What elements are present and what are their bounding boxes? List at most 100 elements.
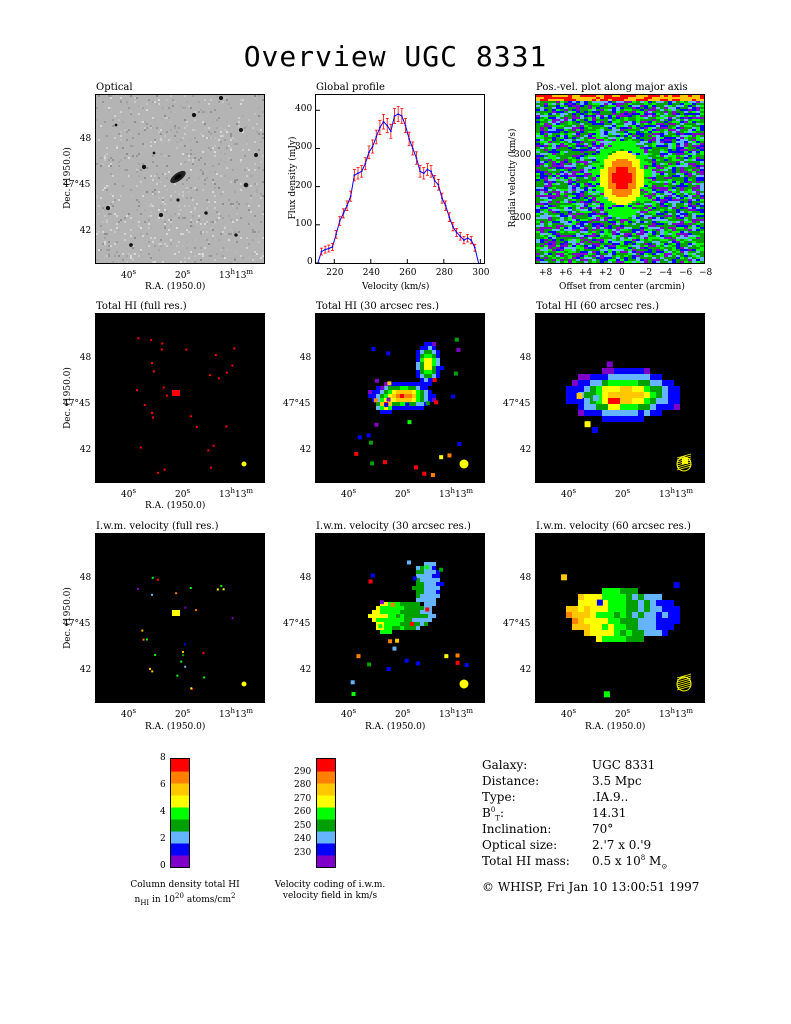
pv-pixel — [572, 163, 576, 165]
pv-pixel — [536, 245, 540, 247]
pv-pixel — [540, 225, 544, 227]
pv-pixel — [648, 219, 652, 221]
pv-pixel — [636, 253, 640, 255]
noise-pixel — [108, 205, 110, 207]
pv-pixel — [556, 169, 560, 171]
pv-pixel — [556, 217, 560, 219]
pv-pixel — [536, 131, 540, 133]
pv-pixel — [676, 247, 680, 249]
pv-pixel — [652, 251, 656, 253]
pv-pixel — [628, 201, 632, 203]
pv-pixel — [632, 121, 636, 123]
profile-point — [371, 145, 374, 148]
pv-pixel — [644, 163, 648, 165]
pv-pixel — [548, 197, 552, 199]
pv-pixel — [556, 241, 560, 243]
noise-pixel — [130, 175, 132, 177]
pv-pixel — [604, 181, 608, 183]
pv-pixel — [672, 117, 676, 119]
map-pixel — [207, 449, 210, 452]
pv-pixel — [608, 123, 612, 125]
noise-pixel — [148, 227, 150, 229]
noise-pixel — [140, 249, 142, 251]
pv-pixel — [548, 179, 552, 181]
noise-pixel — [228, 233, 230, 235]
pv-pixel — [684, 121, 688, 123]
pv-pixel — [556, 203, 560, 205]
map-pixel — [578, 374, 584, 380]
pv-pixel — [636, 199, 640, 201]
noise-pixel — [128, 175, 130, 177]
noise-pixel — [188, 155, 190, 157]
noise-pixel — [192, 95, 194, 97]
pv-pixel — [544, 131, 548, 133]
pv-pixel — [604, 259, 608, 261]
profile-point — [364, 162, 367, 165]
pv-pixel — [644, 119, 648, 121]
pv-pixel — [548, 109, 552, 111]
noise-pixel — [96, 161, 98, 163]
pv-pixel — [692, 245, 696, 247]
star — [191, 112, 197, 118]
pv-pixel — [692, 237, 696, 239]
pv-pixel — [580, 167, 584, 169]
noise-pixel — [204, 179, 206, 181]
pv-pixel — [660, 217, 664, 219]
pv-pixel — [584, 181, 588, 183]
pv-pixel — [636, 135, 640, 137]
pv-pixel — [684, 217, 688, 219]
pv-pixel — [552, 253, 556, 255]
pv-pixel — [684, 223, 688, 225]
pv-pixel — [592, 255, 596, 257]
map-pixel — [380, 402, 384, 406]
pv-pixel — [584, 151, 588, 153]
pv-pixel — [552, 215, 556, 217]
pv-pixel — [600, 257, 604, 259]
noise-pixel — [240, 217, 242, 219]
pv-pixel — [620, 163, 624, 165]
pv-pixel — [576, 131, 580, 133]
beam-marker — [459, 459, 469, 469]
pv-pixel — [652, 235, 656, 237]
noise-pixel — [104, 201, 106, 203]
pv-pixel — [588, 237, 592, 239]
pv-pixel — [548, 121, 552, 123]
pv-pixel — [616, 241, 620, 243]
pv-pixel — [700, 189, 704, 191]
map-pixel — [656, 398, 662, 404]
pv-pixel — [568, 247, 572, 249]
pv-pixel — [680, 153, 684, 155]
pv-pixel — [672, 245, 676, 247]
pv-pixel — [600, 181, 604, 183]
pv-pixel — [580, 115, 584, 117]
pv-pixel — [628, 161, 632, 163]
pv-pixel — [604, 147, 608, 149]
pv-pixel — [628, 223, 632, 225]
pv-pixel — [552, 239, 556, 241]
noise-pixel — [260, 141, 262, 143]
pv-pixel — [600, 253, 604, 255]
pv-pixel — [660, 143, 664, 145]
map-pixel — [428, 390, 432, 394]
pv-pixel — [584, 163, 588, 165]
pv-pixel — [580, 229, 584, 231]
pv-pixel — [640, 169, 644, 171]
pv-pixel — [640, 227, 644, 229]
pv-pixel — [620, 261, 624, 263]
pv-pixel — [592, 217, 596, 219]
pv-pixel — [700, 95, 704, 97]
pv-pixel — [596, 167, 600, 169]
pv-pixel — [580, 155, 584, 157]
pv-pixel — [676, 239, 680, 241]
pv-pixel — [624, 231, 628, 233]
pv-pixel — [672, 177, 676, 179]
noise-pixel — [182, 233, 184, 235]
pv-pixel — [604, 227, 608, 229]
pv-pixel — [544, 181, 548, 183]
noise-pixel — [186, 213, 188, 215]
pv-pixel — [588, 147, 592, 149]
noise-pixel — [234, 181, 236, 183]
pv-pixel — [696, 205, 700, 207]
pv-pixel — [700, 195, 704, 197]
noise-pixel — [174, 219, 176, 221]
